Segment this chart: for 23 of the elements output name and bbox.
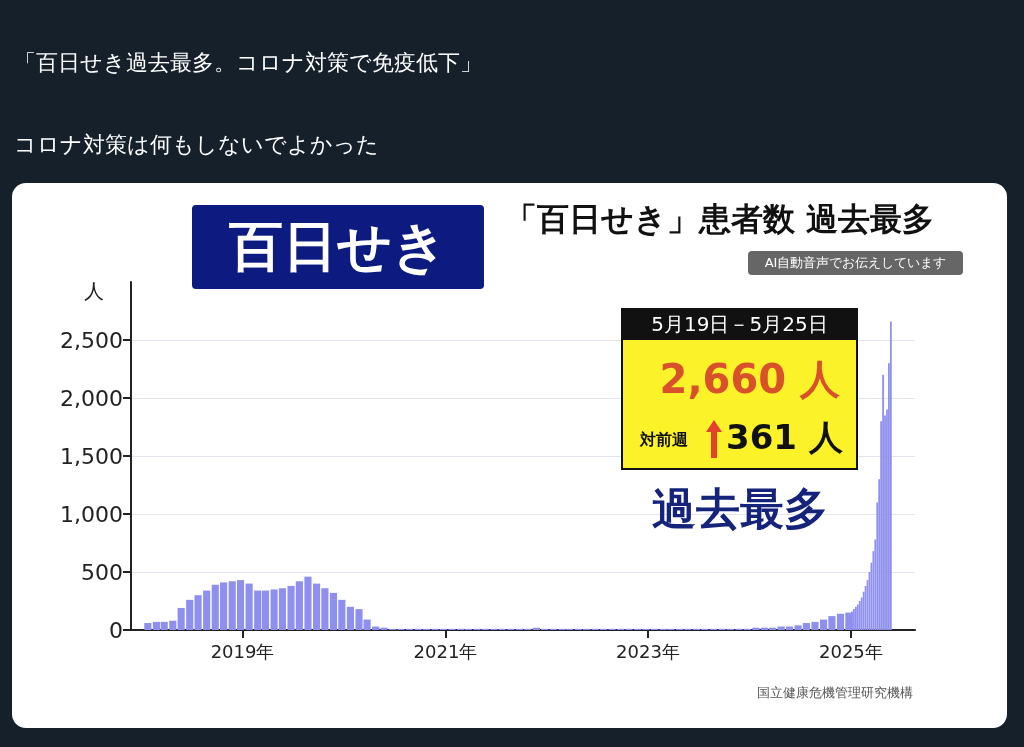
text: コロナ対策は何もしないでよかった [14,131,379,159]
text: 「百日せき過去最多。コロナ対策で免疫低下」 [14,49,482,77]
y-tick-label: 1,000 [60,501,123,527]
annotation: 過去最多 [652,482,828,536]
annotation: 対前週 [640,430,688,451]
annotation: 2,660 人 [658,355,840,404]
bar [144,623,152,630]
x-tick-label: 2019年 [210,640,275,662]
y-tick-label: 0 [109,617,123,643]
chart-title: 「百日せき」患者数 過去最多 [505,199,935,240]
text: AI自動音声でお伝えしています [748,251,963,275]
annotation: 361 人 [726,416,843,459]
x-tick-label: 2021年 [413,640,478,662]
y-tick-label: 500 [81,559,123,585]
y-tick-label: 2,500 [60,327,123,353]
y-axis-title: 人 [84,278,104,305]
text: 百日せき [192,205,484,289]
x-tick-label: 2025年 [818,640,883,662]
x-tick-label: 2023年 [616,640,680,662]
y-tick-label: 1,500 [60,443,123,469]
annotation: 5月19日－5月25日 [621,308,858,340]
y-tick-label: 2,000 [60,385,123,411]
text: 国立健康危機管理研究機構 [757,684,913,702]
